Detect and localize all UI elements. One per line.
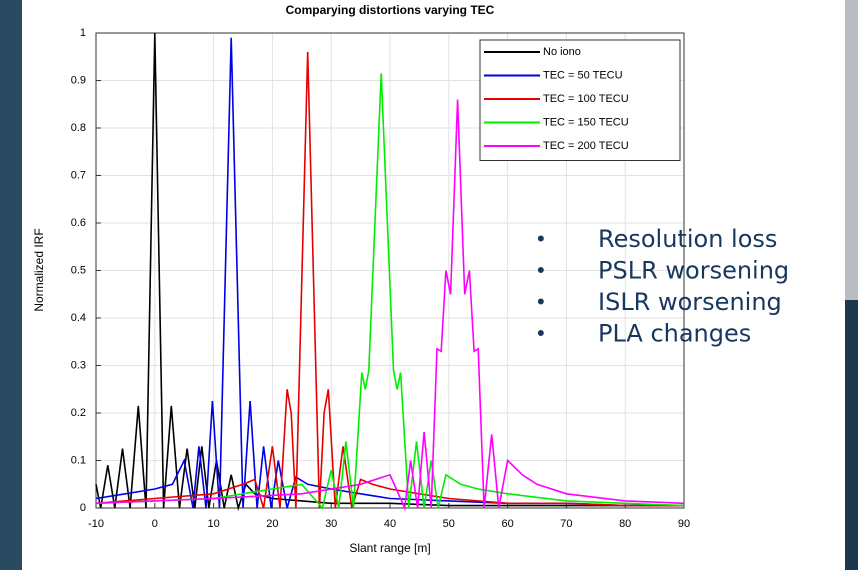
legend-label: TEC = 150 TECU — [543, 116, 629, 128]
x-tick-label: 10 — [207, 518, 219, 530]
x-axis-label: Slant range [m] — [349, 541, 430, 555]
x-tick-label: 70 — [560, 518, 572, 530]
legend-label: TEC = 200 TECU — [543, 140, 629, 152]
legend-label: TEC = 100 TECU — [543, 93, 629, 105]
side-strip — [845, 0, 858, 300]
chart-title: Comparying distortions varying TEC — [286, 3, 495, 17]
bullet-text: PSLR worsening — [598, 257, 789, 285]
series-line — [95, 32, 684, 512]
x-tick-label: 0 — [152, 518, 158, 530]
y-tick-label: 0.3 — [71, 359, 86, 371]
legend-label: TEC = 50 TECU — [543, 69, 623, 81]
y-axis-label: Normalized IRF — [32, 228, 46, 311]
y-tick-label: 0.5 — [71, 264, 86, 276]
bullet-dot: • — [537, 289, 545, 314]
side-strip — [0, 0, 22, 570]
x-tick-label: 50 — [443, 518, 455, 530]
y-tick-label: 1 — [80, 27, 86, 39]
legend-box — [479, 39, 681, 161]
x-tick-label: 30 — [325, 518, 337, 530]
bullet-dot: • — [537, 226, 545, 251]
legend-label: No iono — [543, 46, 581, 58]
y-tick-label: 0.1 — [71, 454, 86, 466]
x-tick-label: 80 — [619, 518, 631, 530]
axes-box — [95, 32, 685, 509]
bullet-dot: • — [537, 257, 545, 282]
y-tick-label: 0.6 — [71, 217, 86, 229]
bullet-text: ISLR worsening — [598, 288, 782, 316]
series-line — [95, 99, 685, 511]
x-tick-label: 40 — [384, 518, 396, 530]
x-tick-label: 20 — [266, 518, 278, 530]
series-line — [95, 37, 684, 509]
y-tick-label: 0.7 — [71, 169, 86, 181]
x-tick-label: 60 — [501, 518, 513, 530]
bullet-text: Resolution loss — [598, 225, 777, 253]
y-tick-label: 0.8 — [71, 122, 86, 134]
x-tick-label: -10 — [88, 518, 104, 530]
y-tick-label: 0.2 — [71, 407, 86, 419]
bullet-dot: • — [537, 320, 545, 345]
bullet-text: PLA changes — [598, 320, 751, 348]
y-tick-label: 0 — [80, 502, 86, 514]
y-tick-label: 0.4 — [71, 312, 86, 324]
series-line — [95, 51, 684, 509]
x-tick-label: 90 — [678, 518, 690, 530]
y-tick-label: 0.9 — [71, 74, 86, 86]
